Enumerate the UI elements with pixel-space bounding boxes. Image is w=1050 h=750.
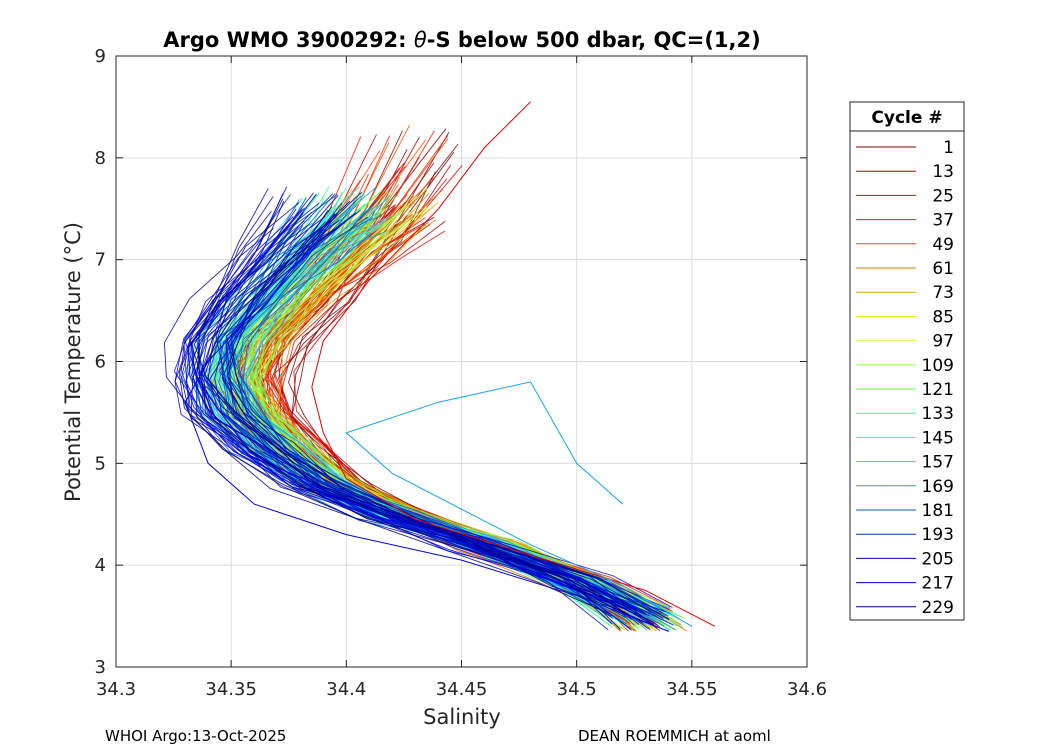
profile-line xyxy=(178,212,646,615)
footer-left: WHOI Argo:13-Oct-2025 xyxy=(105,727,286,745)
legend-label: 133 xyxy=(922,404,954,424)
x-tick-label: 34.5 xyxy=(557,679,597,700)
profile-line xyxy=(193,198,630,617)
legend-label: 1 xyxy=(943,138,954,158)
profile-line xyxy=(207,201,626,613)
profile-line-cycle-150 xyxy=(345,381,693,627)
legend-label: 193 xyxy=(922,525,954,545)
profile-line xyxy=(198,188,621,630)
y-axis-label: Potential Temperature (°C) xyxy=(61,222,85,502)
profile-lines xyxy=(163,101,716,632)
y-tick-label: 7 xyxy=(95,250,106,271)
profile-line-cycle-1 xyxy=(311,101,716,627)
legend-label: 85 xyxy=(932,307,954,327)
legend-label: 73 xyxy=(932,283,954,303)
x-tick-label: 34.35 xyxy=(205,679,257,700)
legend-box xyxy=(849,101,965,621)
x-tick-label: 34.4 xyxy=(326,679,366,700)
profile-line xyxy=(204,220,670,621)
y-tick-label: 8 xyxy=(95,148,106,169)
chart-title: Argo WMO 3900292: θ-S below 500 dbar, QC… xyxy=(163,28,760,52)
profile-line xyxy=(203,209,638,611)
profile-line xyxy=(185,192,643,611)
legend-label: 61 xyxy=(932,259,954,279)
legend-label: 145 xyxy=(922,428,954,448)
axes-frame xyxy=(115,55,808,668)
profile-line-cycle-229 xyxy=(184,213,669,632)
legend-label: 169 xyxy=(922,477,954,497)
legend-label: 229 xyxy=(922,598,954,618)
profile-line xyxy=(190,225,627,610)
legend-label: 13 xyxy=(932,162,954,182)
x-tick-label: 34.3 xyxy=(96,679,136,700)
profile-line xyxy=(190,200,626,618)
legend-label: 37 xyxy=(932,211,954,231)
x-axis-label: Salinity xyxy=(423,705,501,729)
y-tick-label: 6 xyxy=(95,352,106,373)
legend-label: 181 xyxy=(922,501,954,521)
y-tick-label: 3 xyxy=(95,657,106,678)
x-tick-label: 34.45 xyxy=(436,679,488,700)
legend-label: 121 xyxy=(922,380,954,400)
profile-line xyxy=(189,194,658,629)
profile-line xyxy=(221,202,657,628)
legend-entries: 1 13 25 37 49 61 73 85 97 109 121 133 145 157 169 181 19… xyxy=(856,138,954,618)
x-tick-label: 34.6 xyxy=(787,679,827,700)
legend: Cycle # 1 13 25 37 49 61 73 85 97 109 121 133 145 157… xyxy=(849,101,965,621)
legend-label: 157 xyxy=(922,453,954,473)
footer-right: DEAN ROEMMICH at aoml xyxy=(578,727,771,745)
legend-title: Cycle # xyxy=(871,108,942,128)
y-tick-label: 4 xyxy=(95,555,106,576)
legend-label: 49 xyxy=(932,235,954,255)
y-tick-label: 5 xyxy=(95,453,106,474)
legend-label: 25 xyxy=(932,186,954,206)
profile-line xyxy=(180,202,651,630)
legend-label: 109 xyxy=(922,356,954,376)
y-tick-label: 9 xyxy=(95,46,106,67)
x-tick-label: 34.55 xyxy=(666,679,718,700)
profile-line xyxy=(163,210,610,614)
profile-line xyxy=(173,208,614,619)
profile-line xyxy=(231,216,640,625)
legend-label: 205 xyxy=(922,549,954,569)
legend-label: 217 xyxy=(922,574,954,594)
profile-line xyxy=(184,228,636,608)
legend-label: 97 xyxy=(932,332,954,352)
